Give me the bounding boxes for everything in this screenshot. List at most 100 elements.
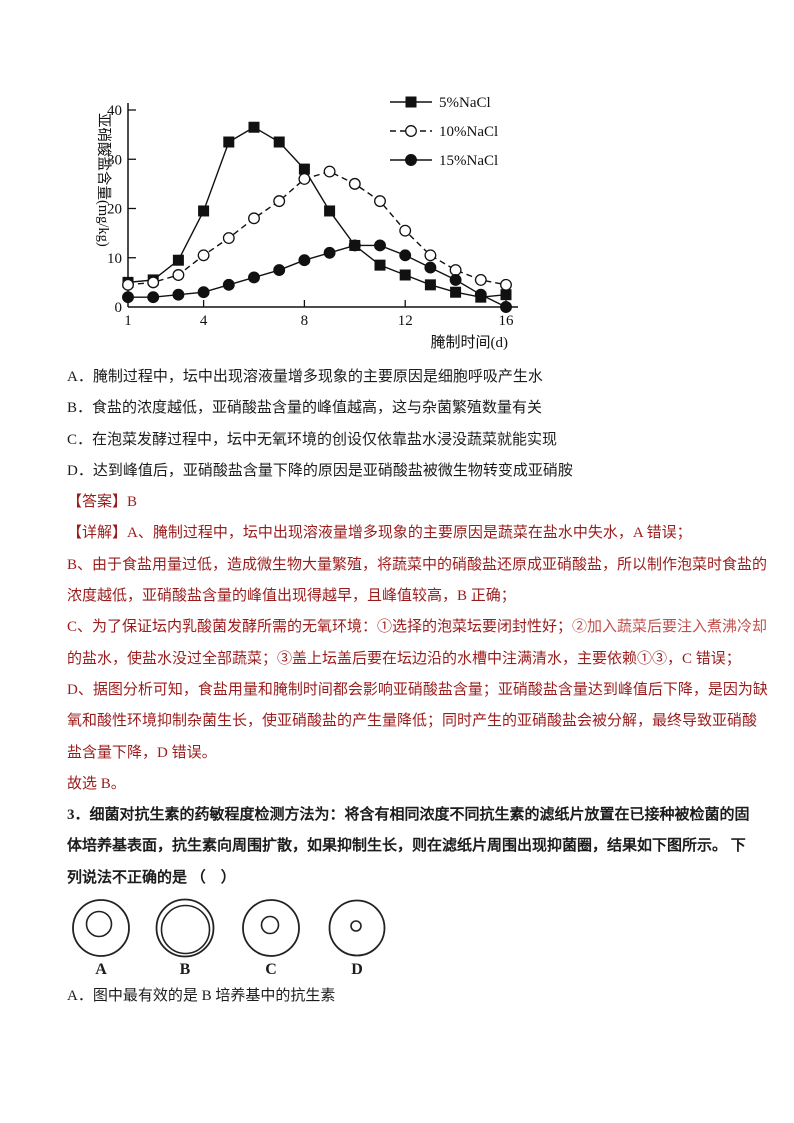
x-tick-label: 16 (499, 313, 515, 329)
marker-open-circle (273, 195, 286, 208)
marker-circle (449, 273, 462, 286)
marker-square (500, 289, 512, 301)
q2-detail-line: 氧和酸性环境抑制杂菌生长，使亚硝酸盐的产生量降低；同时产生的亚硝酸盐会被分解，最… (67, 706, 757, 737)
marker-square (223, 136, 235, 148)
detail-text: 盐含量下降，D 错误。 (67, 744, 217, 761)
marker-square (298, 163, 310, 175)
marker-circle (122, 291, 134, 304)
answer-value: B (127, 494, 138, 511)
plate-B-label: B (180, 961, 191, 978)
marker-circle (405, 154, 417, 166)
antibiotic-plate-diagram: A B C D (66, 896, 506, 997)
q2-option-a: A．腌制过程中，坛中出现溶液量增多现象的主要原因是细胞呼吸产生水 (67, 369, 543, 385)
plate-C-inhibition-zone (260, 915, 280, 935)
detail-text: 故选 B。 (67, 775, 126, 792)
series-line-10%NaCl (127, 170, 507, 286)
detail-text: 氧和酸性环境抑制杂菌生长，使亚硝酸盐的产生量降低；同时产生的亚硝酸盐会被分解，最… (67, 713, 758, 730)
q3-stem-line: 列说法不正确的是 （ ） (67, 869, 236, 886)
q3-stem-line: 3．细菌对抗生素的药敏程度检测方法为：将含有相同浓度不同抗生素的滤纸片放置在已接… (67, 807, 750, 824)
nitrite-line-chart: 0 10 20 30 40 1 4 8 12 16 腌制时间(d) 亚硝酸盐含量(mg/kg) 5%Na… (75, 85, 553, 362)
q2-detail-line: 的盐水，使盐水没过全部蔬菜；③盖上坛盖后要在坛边沿的水槽中注满清水，主要依赖①③… (67, 644, 741, 675)
marker-circle (248, 271, 260, 284)
legend-label: 5%NaCl (439, 95, 491, 111)
marker-circle (147, 291, 160, 304)
y-tick-label: 20 (107, 202, 122, 218)
marker-open-circle (122, 278, 134, 291)
marker-square (172, 254, 184, 266)
marker-circle (424, 261, 437, 274)
marker-open-circle (323, 165, 336, 178)
plate-A-label: A (95, 961, 107, 978)
marker-open-circle (374, 195, 386, 208)
plate-A-inhibition-zone (85, 910, 113, 938)
q2-detail-line: D、据图分析可知，食盐用量和腌制时间都会影响亚硝酸盐含量；亚硝酸盐含量达到峰值后… (67, 675, 768, 706)
q2-option-b: B．食盐的浓度越低，亚硝酸盐含量的峰值越高，这与杂菌繁殖数量有关 (67, 400, 543, 417)
q2-option-c: C．在泡菜发酵过程中，坛中无氧环境的创设仅依靠盐水浸没蔬菜就能实现 (67, 431, 558, 448)
series-line-5%NaCl (127, 126, 507, 298)
marker-square (324, 205, 336, 217)
answer-label: 【答案】 (67, 494, 128, 511)
marker-circle (323, 246, 336, 259)
q3-stem-line: 体培养基表面，抗生素向周围扩散，如果抑制生长，则在滤纸片周围出现抑菌圈，结果如下… (67, 838, 746, 855)
y-axis-label: 亚硝酸盐含量(mg/kg) (95, 113, 112, 247)
nitrite-chart-svg: 0 10 20 30 40 1 4 8 12 16 腌制时间(d) 亚硝酸盐含量(mg/kg) 5%Na… (95, 95, 518, 351)
detail-text: 【详解】A、腌制过程中，坛中出现溶液量增多现象的主要原因是蔬菜在盐水中失水，A … (67, 525, 692, 542)
q2-detail-line: 盐含量下降，D 错误。 (67, 738, 739, 769)
marker-open-circle (500, 278, 512, 291)
question-text-column: A．腌制过程中，坛中出现溶液量增多现象的主要原因是细胞呼吸产生水 B．食盐的浓度越… (67, 362, 768, 894)
q3-option-a: A．图中最有效的是 B 培养基中的抗生素 (67, 988, 336, 1004)
series-line-15%NaCl (128, 244, 507, 308)
marker-open-circle (405, 125, 417, 137)
plate-D-label: D (351, 961, 363, 978)
detail-text: 的盐水，使盐水没过全部蔬菜；③盖上坛盖后要在坛边沿的水槽中注满清水，主要依赖①③… (67, 650, 741, 667)
marker-circle (298, 254, 311, 267)
marker-square (374, 259, 386, 271)
marker-circle (474, 288, 487, 301)
marker-square (405, 96, 417, 108)
plate-C-label: C (265, 961, 277, 978)
marker-square (248, 121, 260, 133)
detail-text: C、为了保证坛内乳酸菌发酵所需的无氧环境：①选择的泡菜坛要闭封性好； (67, 619, 573, 636)
detail-text: D、据图分析可知，食盐用量和腌制时间都会影响亚硝酸盐含量；亚硝酸盐含量达到峰值后… (67, 681, 768, 698)
detail-text: B、由于食盐用量过低，造成微生物大量繁殖，将蔬菜中的硝酸盐还原成亚硝酸盐，所以制… (67, 556, 768, 573)
marker-open-circle (424, 249, 437, 262)
marker-circle (197, 286, 210, 299)
marker-open-circle (197, 249, 210, 262)
marker-open-circle (298, 172, 311, 185)
q2-answer-line: 【答案】B (67, 487, 739, 518)
marker-open-circle (348, 177, 361, 190)
plates-svg: A B C D (72, 898, 386, 978)
marker-square (450, 286, 462, 298)
plate-B-inhibition-zone (160, 904, 211, 955)
x-axis-label: 腌制时间(d) (431, 334, 509, 351)
q2-detail-line: 浓度越低，亚硝酸盐含量的峰值出现得越早，且峰值较高，B 正确； (67, 581, 739, 612)
x-tick-label: 4 (200, 313, 208, 329)
detail-text: 浓度越低，亚硝酸盐含量的峰值出现得越早，且峰值较高，B 正确； (67, 588, 516, 605)
marker-open-circle (248, 212, 260, 225)
marker-circle (172, 288, 185, 301)
marker-open-circle (147, 276, 160, 289)
marker-square (424, 279, 436, 291)
marker-circle (399, 249, 412, 262)
legend-label: 15%NaCl (439, 153, 498, 169)
marker-circle (273, 264, 286, 277)
marker-circle (500, 301, 512, 313)
detail-text: ②加入蔬菜后要注入煮沸冷却 (572, 619, 768, 636)
x-tick-label: 12 (398, 313, 413, 329)
q2-detail-line: B、由于食盐用量过低，造成微生物大量繁殖，将蔬菜中的硝酸盐还原成亚硝酸盐，所以制… (67, 550, 767, 581)
marker-circle (348, 239, 361, 252)
marker-square (399, 269, 411, 281)
y-tick-label: 0 (115, 300, 123, 316)
q2-option-d: D．达到峰值后，亚硝酸盐含量下降的原因是亚硝酸盐被微生物转变成亚硝胺 (67, 462, 573, 479)
marker-open-circle (449, 264, 462, 277)
marker-open-circle (172, 269, 185, 281)
q2-detail-line: 故选 B。 (67, 769, 739, 800)
marker-square (273, 136, 285, 148)
x-tick-label: 1 (124, 313, 132, 329)
plate-D-inhibition-zone (350, 920, 362, 932)
marker-open-circle (474, 273, 487, 286)
y-tick-label: 10 (107, 251, 122, 267)
legend-label: 10%NaCl (439, 124, 498, 140)
marker-open-circle (222, 232, 235, 245)
